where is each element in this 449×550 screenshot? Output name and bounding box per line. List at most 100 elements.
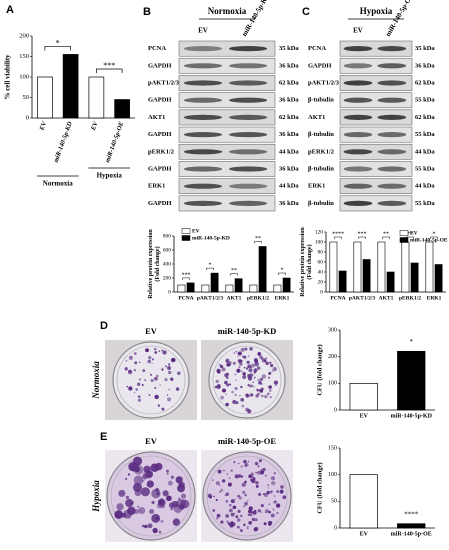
- colony: [245, 462, 248, 465]
- legend-label: miR-140-5p-KD: [192, 235, 230, 241]
- blot-band: [228, 114, 268, 120]
- y-axis-label: % cell viability: [4, 54, 12, 100]
- colony: [265, 361, 269, 365]
- colony: [270, 490, 273, 493]
- colony: [240, 370, 243, 373]
- colony: [272, 367, 277, 372]
- x-tick-label: EV: [360, 413, 369, 419]
- protein-label: ERK1: [148, 183, 165, 190]
- size-label: 62 kDa: [415, 114, 435, 121]
- blot-band: [183, 183, 223, 189]
- blot-strip: [339, 143, 413, 160]
- y-tick-label: 40: [318, 269, 324, 275]
- blot-band: [377, 114, 407, 120]
- colony: [282, 495, 287, 500]
- colony: [262, 467, 266, 472]
- blot-strip: [178, 57, 276, 74]
- panel-label: D: [100, 320, 108, 332]
- colony: [137, 398, 142, 402]
- colony: [141, 524, 145, 528]
- colony: [137, 382, 141, 386]
- sig-bracket: [96, 68, 123, 73]
- size-label: 36 kDa: [279, 131, 299, 138]
- colony: [257, 465, 260, 468]
- size-label: 44 kDa: [415, 183, 435, 190]
- bar: [377, 241, 386, 293]
- y-tick-label: 0: [26, 114, 29, 121]
- y-axis-label: CFU (fold change): [316, 344, 323, 395]
- colony: [230, 512, 235, 517]
- colony: [280, 485, 284, 489]
- colony: [217, 469, 222, 474]
- sig-bracket: [182, 277, 190, 280]
- colony: [138, 361, 141, 364]
- colony: [237, 462, 240, 465]
- colony: [146, 480, 154, 488]
- colony: [118, 489, 126, 497]
- colony: [247, 509, 253, 514]
- colony: [233, 352, 236, 354]
- colony: [259, 377, 264, 382]
- blot-strip: [178, 178, 276, 195]
- significance: ***: [358, 231, 367, 237]
- image-label: EV: [145, 326, 158, 336]
- condition-label: Normoxia: [91, 361, 101, 400]
- size-label: 55 kDa: [415, 131, 435, 138]
- colony: [252, 381, 255, 384]
- y-axis-label: Relative protein expression: [300, 227, 306, 297]
- blot-strip: [178, 126, 276, 143]
- blot-band: [343, 80, 373, 86]
- colony: [172, 518, 181, 526]
- colony: [247, 409, 252, 414]
- blot-strip: [339, 178, 413, 195]
- colony: [241, 404, 245, 408]
- colony: [248, 474, 253, 479]
- colony: [215, 379, 219, 384]
- colony: [264, 511, 267, 514]
- legend-swatch: [181, 235, 191, 241]
- bar: [410, 262, 419, 293]
- colony: [147, 359, 152, 364]
- colony: [215, 498, 218, 501]
- colony: [268, 371, 272, 375]
- colony: [232, 400, 237, 405]
- colony: [235, 350, 238, 353]
- protein-label: β-tubulin: [308, 165, 334, 172]
- colony: [244, 480, 247, 484]
- colony: [256, 463, 258, 465]
- colony: [126, 385, 129, 388]
- colony: [267, 376, 271, 379]
- colony: [249, 513, 253, 517]
- colony: [230, 521, 234, 525]
- blot-band: [377, 200, 407, 206]
- colony: [246, 527, 249, 530]
- group-label: Normoxia: [43, 180, 73, 188]
- x-tick-label: miR-140-5p-OE: [391, 531, 432, 537]
- bar: [362, 259, 371, 293]
- colony: [243, 459, 247, 464]
- sig-bracket: [430, 236, 438, 239]
- colony: [220, 488, 224, 492]
- colony: [175, 476, 183, 484]
- colony: [273, 380, 279, 385]
- blot-band: [343, 183, 373, 189]
- lane-label: EV: [353, 27, 363, 35]
- colony: [216, 384, 221, 390]
- colony: [234, 393, 237, 396]
- colony: [240, 465, 243, 468]
- y-tick-label: 300: [328, 327, 337, 333]
- blot-band: [343, 114, 373, 120]
- colony: [270, 363, 274, 368]
- dish-inner: [116, 345, 186, 415]
- blot-band: [228, 46, 268, 52]
- colony: [253, 368, 258, 373]
- colony: [255, 471, 257, 474]
- blot-band: [183, 149, 223, 155]
- colony: [256, 389, 260, 392]
- x-tick-label: pERK1/2: [247, 295, 269, 301]
- colony: [270, 513, 275, 518]
- protein-label: GAPDH: [308, 62, 331, 69]
- blot-strip: [339, 195, 413, 212]
- y-tick-label: 0: [168, 289, 171, 295]
